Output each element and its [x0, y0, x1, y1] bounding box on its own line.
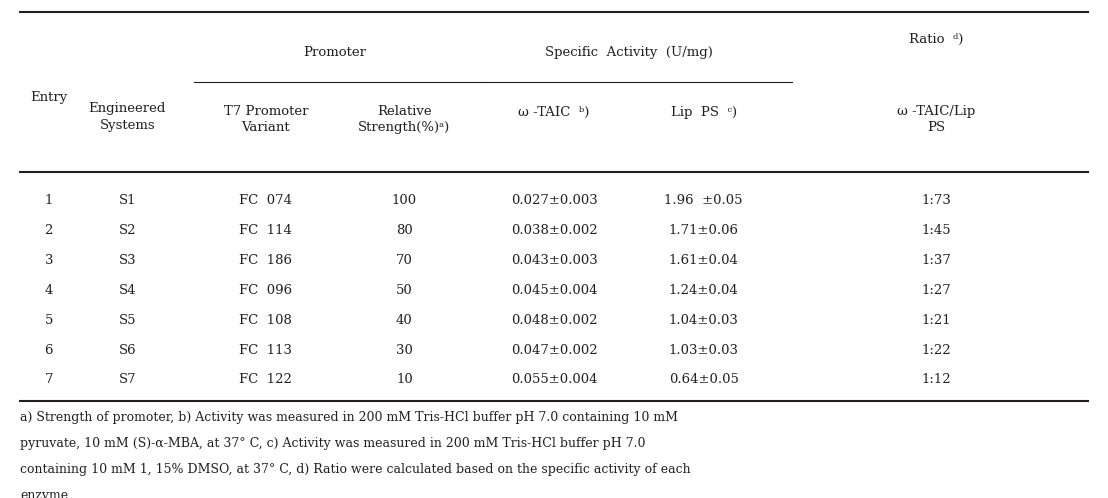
Text: 1.96  ±0.05: 1.96 ±0.05 — [665, 194, 742, 207]
Text: 1:12: 1:12 — [922, 374, 951, 386]
Text: 0.027±0.003: 0.027±0.003 — [511, 194, 597, 207]
Text: 0.038±0.002: 0.038±0.002 — [511, 224, 597, 237]
Text: 1.24±0.04: 1.24±0.04 — [669, 284, 738, 297]
Text: 4: 4 — [44, 284, 53, 297]
Text: 1: 1 — [44, 194, 53, 207]
Text: FC  113: FC 113 — [239, 344, 293, 357]
Text: 2: 2 — [44, 224, 53, 237]
Text: S5: S5 — [119, 314, 136, 327]
Text: containing 10 mM 1, 15% DMSO, at 37° C, d) Ratio were calculated based on the sp: containing 10 mM 1, 15% DMSO, at 37° C, … — [20, 463, 690, 476]
Text: 1:45: 1:45 — [922, 224, 951, 237]
Text: FC  108: FC 108 — [239, 314, 293, 327]
Text: Lip  PS  ᶜ): Lip PS ᶜ) — [670, 106, 737, 119]
Text: 100: 100 — [392, 194, 417, 207]
Text: ω -TAIC  ᵇ): ω -TAIC ᵇ) — [519, 106, 589, 119]
Text: pyruvate, 10 mM (S)-α-MBA, at 37° C, c) Activity was measured in 200 mM Tris-HCl: pyruvate, 10 mM (S)-α-MBA, at 37° C, c) … — [20, 437, 646, 450]
Text: FC  114: FC 114 — [239, 224, 293, 237]
Text: S1: S1 — [119, 194, 136, 207]
Text: Entry: Entry — [30, 91, 68, 104]
Text: 6: 6 — [44, 344, 53, 357]
Text: 0.64±0.05: 0.64±0.05 — [668, 374, 739, 386]
Text: FC  096: FC 096 — [239, 284, 293, 297]
Text: 10: 10 — [396, 374, 413, 386]
Text: S2: S2 — [119, 224, 136, 237]
Text: ω -TAIC/Lip
PS: ω -TAIC/Lip PS — [897, 105, 975, 134]
Text: 40: 40 — [396, 314, 413, 327]
Text: 0.045±0.004: 0.045±0.004 — [511, 284, 597, 297]
Text: 1.04±0.03: 1.04±0.03 — [668, 314, 739, 327]
Text: 0.055±0.004: 0.055±0.004 — [511, 374, 597, 386]
Text: 1.61±0.04: 1.61±0.04 — [668, 254, 739, 267]
Text: Engineered
Systems: Engineered Systems — [89, 102, 166, 132]
Text: 0.048±0.002: 0.048±0.002 — [511, 314, 597, 327]
Text: FC  122: FC 122 — [239, 374, 293, 386]
Text: 1:37: 1:37 — [922, 254, 951, 267]
Text: 7: 7 — [44, 374, 53, 386]
Text: 70: 70 — [396, 254, 413, 267]
Text: Ratio  ᵈ): Ratio ᵈ) — [909, 33, 964, 46]
Text: 1:21: 1:21 — [922, 314, 951, 327]
Text: 1:73: 1:73 — [922, 194, 951, 207]
Text: 1:22: 1:22 — [922, 344, 951, 357]
Text: 80: 80 — [396, 224, 413, 237]
Text: S3: S3 — [119, 254, 136, 267]
Text: 0.047±0.002: 0.047±0.002 — [511, 344, 597, 357]
Text: Promoter: Promoter — [304, 46, 367, 59]
Text: S6: S6 — [119, 344, 136, 357]
Text: Relative
Strength(%)ᵃ): Relative Strength(%)ᵃ) — [358, 105, 451, 134]
Text: FC  186: FC 186 — [239, 254, 293, 267]
Text: T7 Promoter
Variant: T7 Promoter Variant — [224, 105, 308, 134]
Text: FC  074: FC 074 — [239, 194, 293, 207]
Text: Specific  Activity  (U/mg): Specific Activity (U/mg) — [545, 46, 712, 59]
Text: S7: S7 — [119, 374, 136, 386]
Text: 30: 30 — [396, 344, 413, 357]
Text: 0.043±0.003: 0.043±0.003 — [511, 254, 597, 267]
Text: 3: 3 — [44, 254, 53, 267]
Text: 1:27: 1:27 — [922, 284, 951, 297]
Text: 50: 50 — [396, 284, 413, 297]
Text: 1.71±0.06: 1.71±0.06 — [668, 224, 739, 237]
Text: enzyme: enzyme — [20, 489, 68, 498]
Text: a) Strength of promoter, b) Activity was measured in 200 mM Tris-HCl buffer pH 7: a) Strength of promoter, b) Activity was… — [20, 411, 678, 424]
Text: 5: 5 — [44, 314, 53, 327]
Text: 1.03±0.03: 1.03±0.03 — [668, 344, 739, 357]
Text: S4: S4 — [119, 284, 136, 297]
